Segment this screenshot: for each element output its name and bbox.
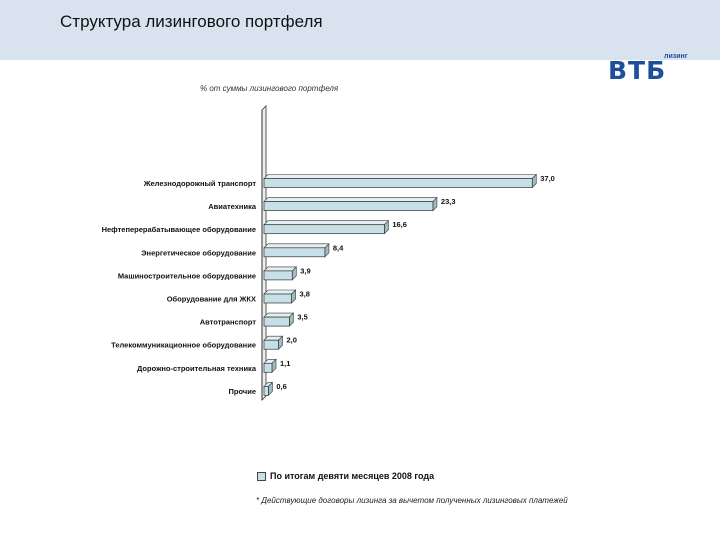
chart-legend: По итогам девяти месяцев 2008 года xyxy=(257,471,434,481)
data-label: 3,5 xyxy=(297,313,307,322)
bar-top xyxy=(263,289,297,295)
vtb-logo: ВТБ лизинг xyxy=(608,53,688,85)
bar xyxy=(263,201,434,211)
data-label: 3,9 xyxy=(300,266,310,275)
bar xyxy=(263,178,533,188)
bar xyxy=(263,362,273,373)
bar xyxy=(263,247,326,258)
logo-main-text: ВТБ xyxy=(608,56,667,85)
category-label: Машиностроительное оборудование xyxy=(118,271,256,280)
bar-top xyxy=(263,266,297,272)
bar xyxy=(263,316,290,327)
bar xyxy=(263,224,385,235)
data-label: 23,3 xyxy=(441,197,456,206)
bar-top xyxy=(263,220,390,225)
bar xyxy=(263,339,279,350)
category-label: Автотранспорт xyxy=(200,318,257,327)
data-label: 1,1 xyxy=(280,359,290,368)
data-label: 3,8 xyxy=(300,290,310,299)
bar xyxy=(263,386,269,396)
data-label: 2,0 xyxy=(287,336,297,345)
header-band xyxy=(0,0,720,60)
category-label: Нефтеперерабатывающее оборудование xyxy=(102,225,256,234)
footnote: * Действующие договоры лизинга за вычето… xyxy=(256,496,568,505)
bar xyxy=(263,270,293,281)
page-title: Структура лизингового портфеля xyxy=(60,12,323,31)
bar-top xyxy=(263,174,537,179)
category-label: Прочие xyxy=(228,387,256,396)
category-label: Энергетическое оборудование xyxy=(141,248,256,257)
chart-subtitle: % от суммы лизингового портфеля xyxy=(200,84,339,93)
bar-top xyxy=(263,197,438,202)
category-label: Авиатехника xyxy=(208,202,257,211)
logo-sub-text: лизинг xyxy=(664,53,688,60)
category-label: Оборудование для ЖКХ xyxy=(167,295,256,304)
bar xyxy=(263,293,292,304)
data-label: 16,6 xyxy=(392,220,407,229)
category-label: Дорожно-строительная техника xyxy=(137,364,257,373)
category-label: Телекоммуникационное оборудование xyxy=(111,341,256,350)
data-label: 0,6 xyxy=(276,382,286,391)
bar-top xyxy=(263,312,295,318)
legend-swatch xyxy=(257,471,266,481)
bar-top xyxy=(263,243,330,249)
legend-label: По итогам девяти месяцев 2008 года xyxy=(270,471,435,481)
category-label: Железнодорожный транспорт xyxy=(143,179,257,188)
data-label: 37,0 xyxy=(540,174,555,183)
data-label: 8,4 xyxy=(333,243,344,252)
